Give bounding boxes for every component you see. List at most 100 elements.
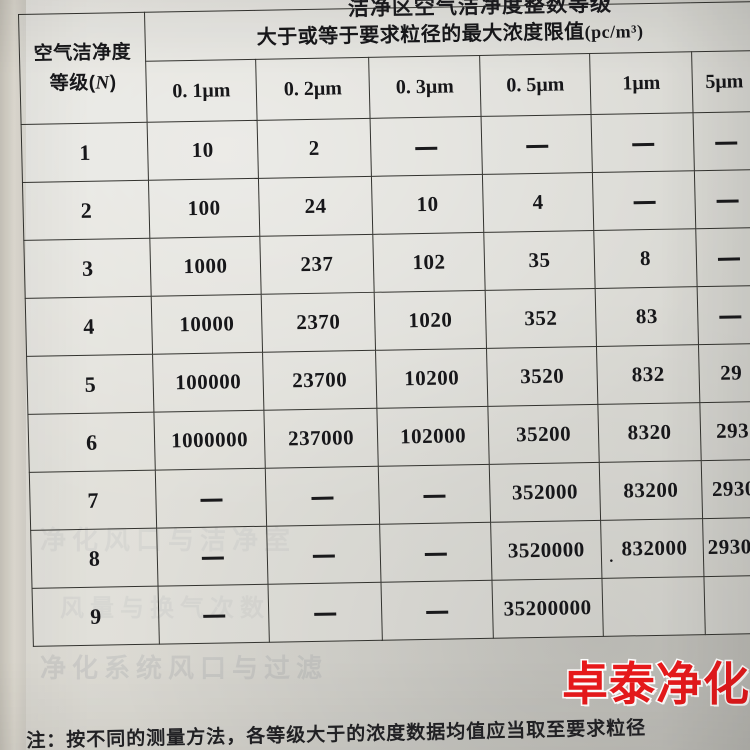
cell-concentration: 8320 (597, 402, 702, 463)
cell-concentration: 293 (699, 401, 750, 461)
cell-value-text: 352 (524, 305, 558, 331)
cell-concentration: 83 (595, 286, 699, 347)
header-cell-size-2: 0. 3μm (368, 55, 482, 119)
dash-icon (718, 315, 741, 319)
cell-concentration (370, 116, 483, 177)
cell-concentration (592, 170, 696, 231)
cell-concentration: 352000 (489, 462, 601, 523)
cell-value-text: 29300 (707, 534, 750, 560)
cell-concentration: 3520 (486, 346, 598, 407)
cell-value-text: 2 (308, 135, 321, 160)
cell-value-text: 832000 (621, 535, 688, 561)
header-cell-size-1: 0. 2μm (255, 57, 371, 121)
cell-concentration (379, 522, 492, 583)
cell-concentration: 35200 (487, 404, 600, 465)
cell-value-text: 832 (631, 361, 665, 387)
cell-concentration: 10 (371, 174, 484, 235)
cell-value-text: 23700 (291, 367, 348, 393)
table-container: 洁净区空气洁净度整数等级 空气洁净度 等级(N) 大于或等于要求 (18, 0, 750, 647)
header-class-line1: 空气洁净度 (33, 41, 132, 65)
cell-concentration: 10200 (375, 348, 488, 409)
cell-value-text: 102 (412, 249, 446, 275)
cell-class-number: 8 (30, 528, 159, 589)
dash-icon (631, 142, 654, 146)
dash-icon (314, 612, 337, 616)
cell-concentration: 352 (485, 288, 597, 349)
cell-concentration: 24 (258, 176, 373, 237)
cell-concentration: 35200000 (491, 578, 604, 639)
cell-value-text: 83200 (623, 477, 679, 503)
cell-concentration (481, 114, 593, 175)
header-cell-size-5: 5μm (691, 50, 750, 113)
cell-value-text: 100000 (174, 369, 242, 395)
cell-concentration (380, 580, 494, 641)
cell-class-number: 2 (22, 180, 150, 241)
dash-icon (717, 257, 740, 261)
cell-value-text: 2370 (296, 309, 341, 335)
cell-concentration: 3520000 (490, 520, 602, 581)
dash-icon (633, 200, 656, 204)
cell-concentration: 29 (698, 343, 750, 403)
cell-value-text: 293 (715, 418, 750, 443)
cell-concentration: 29300 (702, 517, 750, 577)
cell-concentration (703, 575, 750, 635)
cell-concentration (693, 111, 750, 171)
cell-concentration (694, 169, 750, 229)
cell-value-text: 35200 (515, 421, 572, 447)
cell-concentration (378, 464, 491, 525)
cell-class-number: 3 (23, 238, 152, 299)
cell-value-text: 237 (300, 251, 334, 277)
cell-class-number: 9 (32, 586, 160, 647)
cell-value-text: 83 (635, 303, 659, 329)
cell-value-text: 8320 (627, 419, 672, 445)
cell-value-text: 8 (639, 245, 652, 271)
table-body: 1 10 2 2 100 24 10 4 3 1000 237 102 35 8 4 10000 2370 102… (21, 111, 750, 647)
cell-concentration: 4 (482, 172, 594, 233)
dash-icon (716, 199, 739, 203)
cell-value-text: 35200000 (503, 595, 592, 621)
cell-value-text: 1000 (183, 253, 228, 279)
dash-icon (202, 614, 225, 618)
table-head: 空气洁净度 等级(N) 大于或等于要求粒径的最大浓度限值(pc/m³) 0. 1… (18, 1, 750, 125)
cell-concentration (601, 576, 706, 637)
header-cell-size-4: 1μm (589, 51, 694, 115)
cell-concentration: 8 (593, 228, 698, 289)
dash-icon (426, 610, 449, 614)
cell-concentration (268, 582, 383, 643)
cell-concentration (591, 112, 695, 173)
cell-value-text: 1020 (408, 307, 453, 333)
dash-icon (714, 141, 737, 145)
cell-concentration: 2370 (261, 292, 376, 353)
cell-concentration: 102000 (376, 406, 490, 467)
dash-icon (311, 496, 334, 500)
cell-concentration: . 832000 (600, 518, 704, 579)
ink-speck: . (609, 548, 614, 566)
cell-value-text: 4 (532, 189, 544, 215)
cell-concentration: 1020 (374, 290, 487, 351)
dash-icon (525, 144, 548, 148)
cell-concentration (265, 466, 380, 527)
cell-concentration (156, 526, 269, 587)
cell-concentration: 10000 (151, 294, 263, 355)
cell-concentration (266, 524, 381, 585)
cell-concentration: 2 (257, 118, 372, 179)
cell-concentration (695, 227, 750, 287)
page-left-margin (0, 0, 26, 750)
air-cleanliness-class-table: 空气洁净度 等级(N) 大于或等于要求粒径的最大浓度限值(pc/m³) 0. 1… (18, 1, 750, 647)
header-class-line2-prefix: 等级( (49, 72, 96, 94)
dash-icon (415, 146, 438, 150)
cell-value-text: 35 (528, 247, 551, 273)
header-group-text: 大于或等于要求粒径的最大浓度限值 (256, 20, 585, 49)
dash-icon (312, 554, 335, 558)
cell-concentration: 237000 (263, 408, 379, 469)
cell-concentration (158, 584, 270, 645)
cell-concentration: 23700 (262, 350, 377, 411)
cell-concentration: 237 (259, 234, 375, 295)
cell-value-text: 1000000 (170, 427, 249, 453)
cell-value-text: 3520 (519, 363, 565, 389)
cell-class-number: 1 (21, 122, 149, 183)
header-class-line2: 等级(N) (20, 67, 146, 99)
cell-value-text: 3520000 (507, 537, 586, 563)
dash-icon (201, 556, 224, 560)
